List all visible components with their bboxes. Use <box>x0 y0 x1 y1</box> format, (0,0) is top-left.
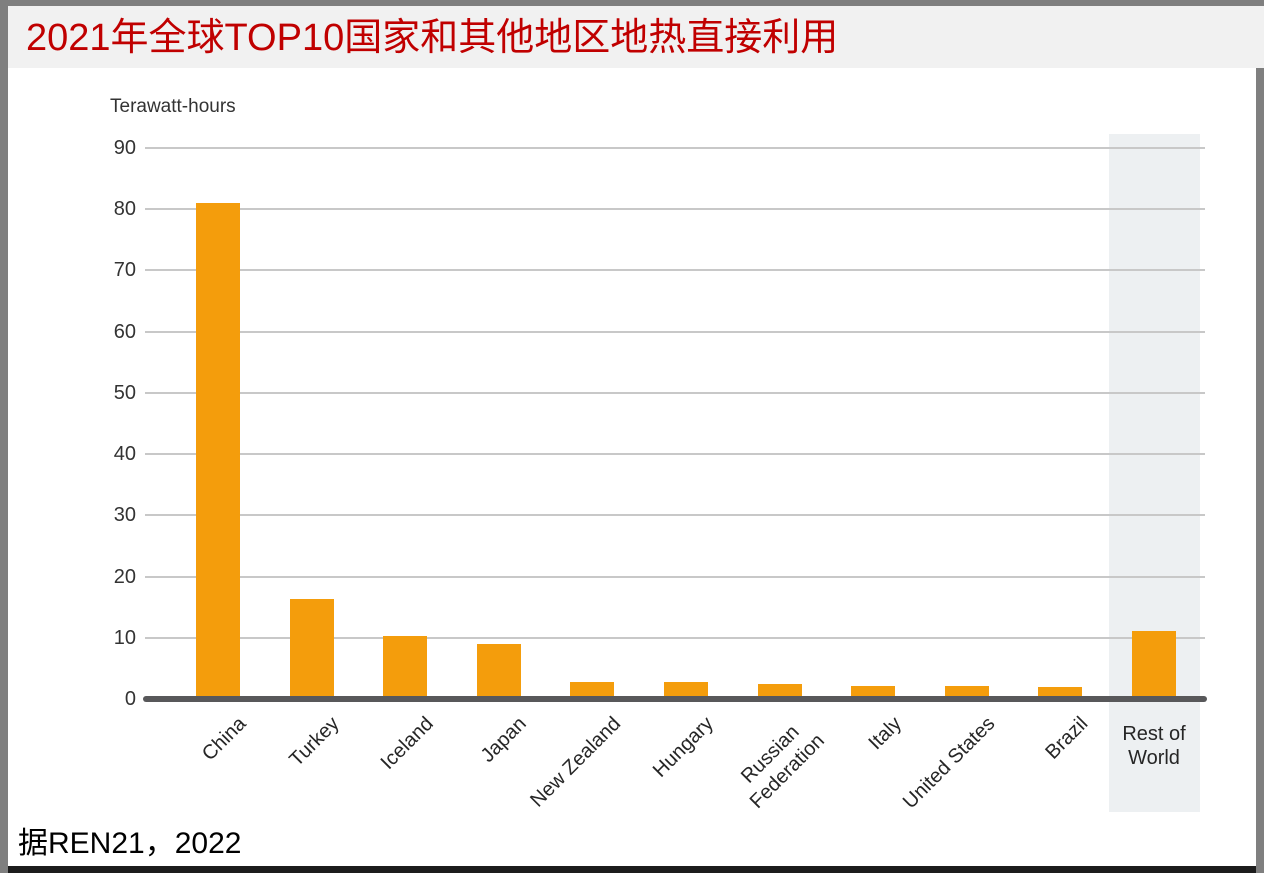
x-axis-line <box>143 696 1207 702</box>
bar-rest-of-world <box>1132 631 1176 699</box>
window-border-right <box>1256 68 1264 873</box>
geothermal-bar-chart: Terawatt-hours 0 10 20 30 40 50 60 70 80 90 China T… <box>0 68 1264 828</box>
page-title: 2021年全球TOP10国家和其他地区地热直接利用 <box>26 17 839 59</box>
gridline-30 <box>145 514 1205 517</box>
bar-italy <box>851 685 896 699</box>
y-tick-label-70: 70 <box>113 259 136 282</box>
y-tick-label-90: 90 <box>113 137 136 160</box>
x-label-turkey: Turkey <box>285 712 344 771</box>
bar-hungary <box>664 681 708 699</box>
window-border-bottom <box>8 866 1256 873</box>
rest-of-world-highlight-band <box>1108 134 1200 812</box>
bar-china <box>196 203 240 699</box>
gridline-20 <box>145 575 1205 578</box>
y-tick-label-30: 30 <box>113 504 136 527</box>
window-border-left <box>0 0 8 873</box>
source-note: 据REN21，2022 <box>18 827 242 860</box>
title-band: 2021年全球TOP10国家和其他地区地热直接利用 <box>8 6 1264 68</box>
x-label-rest-of-world: Rest of World <box>1122 723 1186 769</box>
gridline-80 <box>145 208 1205 211</box>
y-tick-label-40: 40 <box>113 443 136 466</box>
x-label-china: China <box>197 712 251 766</box>
y-tick-label-10: 10 <box>113 626 136 649</box>
bar-iceland <box>383 635 428 699</box>
bar-turkey <box>289 599 334 699</box>
x-label-italy: Italy <box>863 712 906 755</box>
gridline-40 <box>145 453 1205 456</box>
x-label-united-states: United States <box>898 712 1000 814</box>
gridline-60 <box>145 330 1205 333</box>
y-tick-label-60: 60 <box>113 320 136 343</box>
bar-new-zealand <box>570 681 615 699</box>
bar-united-states <box>944 686 989 699</box>
x-label-new-zealand: New Zealand <box>525 712 625 812</box>
y-tick-label-20: 20 <box>113 565 136 588</box>
x-label-hungary: Hungary <box>649 712 719 782</box>
gridline-10 <box>145 636 1205 639</box>
bar-japan <box>476 643 521 699</box>
x-label-iceland: Iceland <box>376 712 438 774</box>
y-tick-label-50: 50 <box>113 381 136 404</box>
y-tick-label-80: 80 <box>113 198 136 221</box>
x-label-japan: Japan <box>476 712 532 767</box>
bar-brazil <box>1038 686 1083 699</box>
x-label-russian-federation: Russian Federation <box>736 720 829 813</box>
y-axis-unit-label: Terawatt-hours <box>110 96 236 117</box>
window-border-top <box>0 0 1264 6</box>
gridline-50 <box>145 391 1205 394</box>
y-tick-label-0: 0 <box>124 688 136 710</box>
gridline-70 <box>145 269 1205 272</box>
bar-russian-federation <box>757 684 802 699</box>
gridline-90 <box>145 147 1205 150</box>
